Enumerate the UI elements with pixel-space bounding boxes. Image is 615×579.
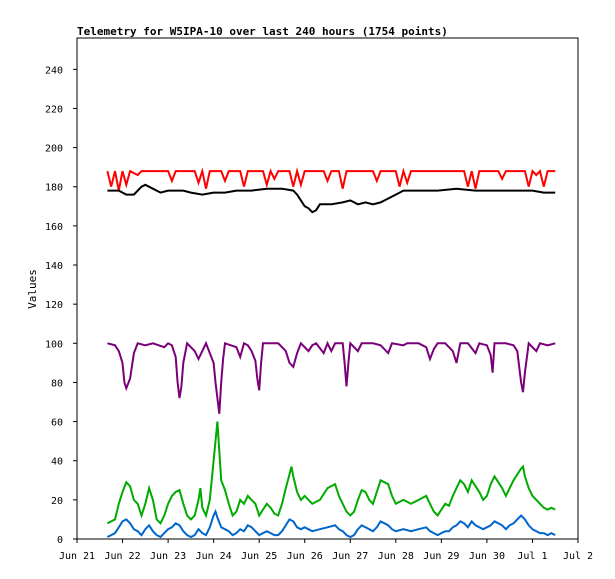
y-tick-label: 40 [51, 457, 63, 468]
y-tick-label: 100 [45, 339, 63, 350]
y-tick-label: 200 [45, 144, 63, 155]
series-line-3 [107, 340, 556, 414]
y-tick-label: 160 [45, 222, 63, 233]
series-line-1 [106, 167, 556, 191]
series-layer [106, 167, 556, 539]
y-axis-label: Values [26, 269, 39, 309]
x-tick-label: Jun 21 [59, 551, 95, 562]
x-axis: Jun 21 Jun 22 Jun 23 Jun 24 Jun 25 Jun 26 Jun … [59, 539, 593, 562]
x-tick-label: Jun 30 [469, 551, 505, 562]
y-tick-label: 80 [51, 378, 63, 389]
plot-area-frame [76, 37, 579, 540]
series-line-5 [106, 508, 556, 539]
x-tick-label: Jun 24 [196, 551, 232, 562]
y-tick-label: 60 [51, 418, 63, 429]
x-tick-label: Jul 1 [517, 551, 547, 562]
x-tick-label: Jun 28 [378, 551, 414, 562]
y-tick-label: 140 [45, 261, 63, 272]
y-tick-label: 220 [45, 104, 63, 115]
x-tick-label: Jun 29 [423, 551, 459, 562]
x-tick-label: Jun 23 [150, 551, 186, 562]
y-axis: 0 20 40 60 80 100 120 140 160 180 200 220 240 [45, 65, 77, 546]
y-tick-label: 0 [57, 535, 63, 546]
x-tick-label: Jun 25 [241, 551, 277, 562]
x-tick-label: Jun 27 [332, 551, 368, 562]
x-tick-label: Jun 26 [287, 551, 323, 562]
y-tick-label: 120 [45, 300, 63, 311]
y-tick-label: 180 [45, 183, 63, 194]
y-tick-label: 20 [51, 496, 63, 507]
chart-title: Telemetry for W5IPA-10 over last 240 hou… [77, 25, 448, 38]
y-tick-label: 240 [45, 65, 63, 76]
x-tick-label: Jul 2 [563, 551, 593, 562]
series-line-2 [107, 183, 556, 214]
series-line-4 [106, 421, 556, 526]
x-tick-label: Jun 22 [104, 551, 140, 562]
